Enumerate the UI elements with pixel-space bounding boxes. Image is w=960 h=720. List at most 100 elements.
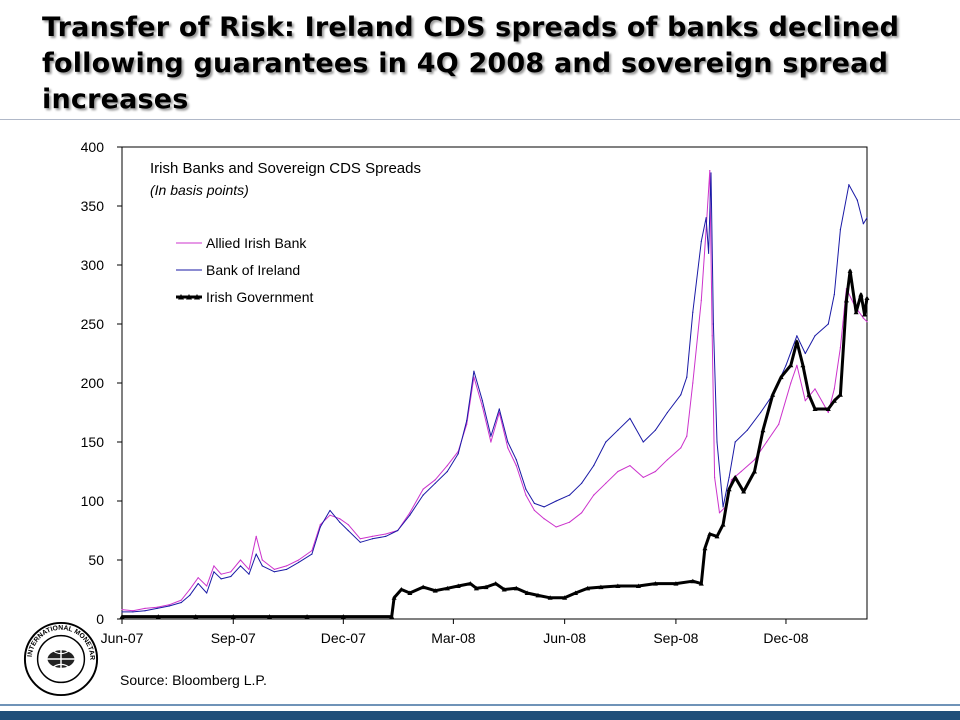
plot-area-frame [121,146,868,620]
series-point [359,541,361,543]
series-point [144,610,146,612]
x-tick-label: Sep-07 [211,630,256,646]
series-marker [389,614,395,619]
series-point [710,172,712,174]
x-tick-label: Jun-07 [101,630,144,646]
series-point [827,323,829,325]
series-point [525,494,527,496]
series-point [490,441,492,443]
series-point [339,521,341,523]
y-tick-label: 250 [81,316,105,332]
series-point [168,605,170,607]
series-point [498,408,500,410]
series-point [642,441,644,443]
series-point [700,240,702,242]
series-marker [652,581,658,586]
series-point [766,441,768,443]
series-point [481,400,484,402]
series-point [686,435,688,437]
series-point [839,347,841,349]
series-point [339,518,341,520]
series-layer [119,170,870,619]
series-point [580,512,583,514]
series-point [319,524,321,526]
series-marker [726,486,732,492]
y-tick-label: 150 [81,434,105,450]
series-point [319,526,321,528]
series-point [593,494,595,496]
series-point [132,611,134,613]
series-marker [707,531,713,537]
series-point [466,420,468,422]
legend-marker [186,294,192,300]
series-marker [420,584,426,590]
series-marker [843,297,849,303]
series-point [220,573,222,575]
series-point [543,518,545,520]
legend: Allied Irish Bank Bank of Ireland Irish Go… [176,235,313,305]
series-point [446,465,448,467]
legend-label: Allied Irish Bank [206,235,307,251]
series-point [297,561,300,563]
series-point [213,571,215,573]
series-marker [825,406,831,411]
series-point [189,594,191,597]
series-marker [837,392,843,397]
series-point [371,538,373,540]
legend-label: Irish Government [206,289,313,305]
series-point [666,459,669,461]
series-marker [615,583,621,588]
series-point [189,588,191,591]
series-point [515,465,517,467]
series-marker [193,614,199,619]
series-point [709,170,711,172]
imf-seal-logo: INTERNATIONAL MONETARY FUND [22,620,99,697]
series-point [555,526,557,528]
series-point [446,470,448,473]
series-point [422,488,424,490]
series-marker [535,592,541,598]
series-point [255,535,257,538]
series-point [525,488,527,490]
series-point [827,411,829,414]
series-point [197,583,199,585]
series-point [397,529,399,532]
y-tick-label: 200 [81,375,105,391]
series-point [705,217,707,219]
series-point [481,406,484,408]
series-point [680,394,682,396]
series-point [409,514,411,516]
series-point [261,559,263,561]
series-marker [702,545,708,551]
series-point [718,512,721,514]
series-point [555,500,557,502]
series-marker [698,581,704,586]
series-point [507,441,509,443]
series-point [156,607,158,609]
series-marker [340,614,346,619]
series-marker [455,583,461,588]
series-point [728,476,730,478]
series-marker [847,268,853,273]
series-point [712,323,715,325]
y-tick-label: 400 [81,139,105,155]
series-point [833,388,835,390]
series-point [629,465,631,467]
series-point [297,559,300,561]
footer-rule [0,704,960,706]
series-point [759,411,762,414]
series-marker [858,292,864,297]
series-marker [853,309,859,315]
series-point [680,447,682,449]
series-point [359,538,361,540]
series-point [206,585,208,587]
series-point [385,533,387,535]
y-tick-label: 100 [81,493,105,509]
series-marker [155,614,161,619]
footer-bar [0,711,960,720]
legend-label: Bank of Ireland [206,262,300,278]
x-tick-label: Mar-08 [431,630,476,646]
series-marker [483,584,489,590]
series-point [255,553,257,555]
title-divider [0,119,960,120]
